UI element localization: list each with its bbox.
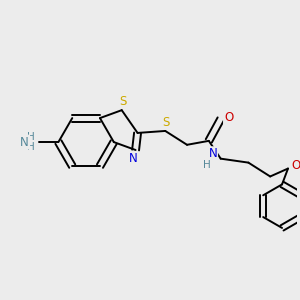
Text: O: O	[224, 111, 233, 124]
Text: N: N	[129, 152, 138, 165]
Text: S: S	[163, 116, 170, 128]
Text: O: O	[291, 159, 300, 172]
Text: N: N	[208, 147, 217, 160]
Text: H: H	[27, 132, 34, 142]
Text: N: N	[20, 136, 29, 148]
Text: H: H	[203, 160, 211, 170]
Text: H: H	[27, 142, 34, 152]
Text: S: S	[119, 95, 126, 108]
